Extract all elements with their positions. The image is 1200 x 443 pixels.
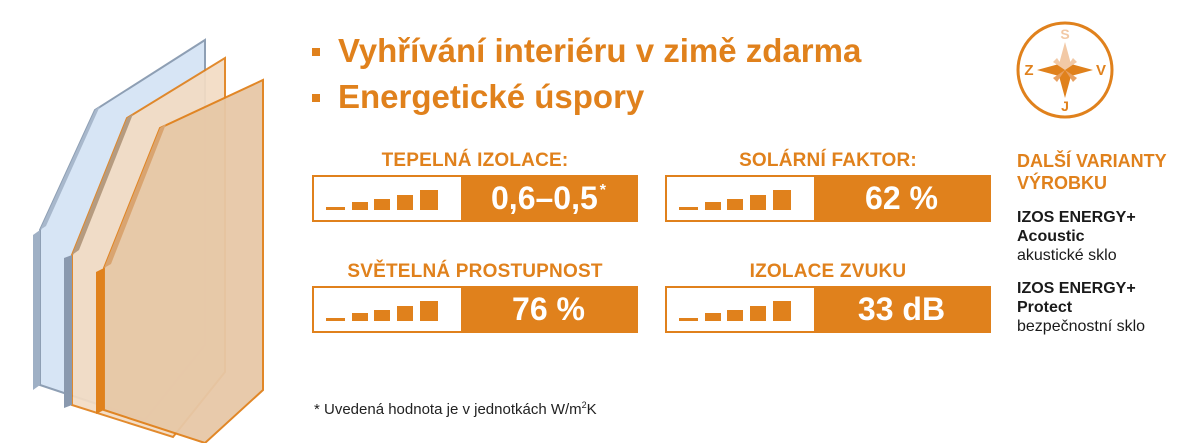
rating-bars-icon (314, 177, 461, 220)
benefit-item: Vyhřívání interiéru v zimě zdarma (312, 28, 861, 74)
variants-title-line: DALŠÍ VARIANTY (1017, 151, 1167, 171)
metric-value: 0,6–0,5 * (461, 177, 636, 220)
metric-box: 76 % (312, 286, 638, 333)
rating-bars-icon (667, 288, 814, 331)
metric-box: 0,6–0,5 * (312, 175, 638, 222)
benefit-text: Energetické úspory (338, 78, 645, 115)
benefit-text: Vyhřívání interiéru v zimě zdarma (338, 32, 862, 69)
metric-box: 62 % (665, 175, 991, 222)
variant-name: Acoustic (1017, 228, 1085, 245)
compass-west-label: Z (1024, 62, 1033, 79)
metric-box: 33 dB (665, 286, 991, 333)
metric-label: SVĚTELNÁ PROSTUPNOST (347, 261, 603, 282)
variant-name: Protect (1017, 299, 1073, 316)
metric-solar-factor: SOLÁRNÍ FAKTOR: 62 % (665, 148, 991, 222)
variant-name: IZOS ENERGY+ (1017, 209, 1136, 226)
metric-label: IZOLACE ZVUKU (749, 261, 907, 282)
footnote-text: * Uvedená hodnota je v jednotkách W/m (314, 401, 582, 418)
compass-south-label: J (1061, 98, 1069, 114)
metric-value-text: 33 dB (857, 291, 946, 327)
rating-bars-icon (314, 288, 461, 331)
metric-value-text: 76 % (512, 291, 585, 327)
metric-value: 62 % (814, 177, 989, 220)
variants-title-line: VÝROBKU (1017, 173, 1108, 193)
footnote-marker: * (599, 181, 606, 199)
metric-value: 76 % (461, 288, 636, 331)
metric-light-transmission: SVĚTELNÁ PROSTUPNOST 76 % (312, 259, 638, 333)
footnote: * Uvedená hodnota je v jednotkách W/m2K (314, 400, 597, 418)
benefits-list: Vyhřívání interiéru v zimě zdarma Energe… (312, 28, 861, 120)
variants-title: DALŠÍ VARIANTY VÝROBKU (1017, 150, 1192, 194)
triple-glazing-illustration (33, 38, 264, 443)
metric-label: SOLÁRNÍ FAKTOR: (739, 150, 917, 171)
variant-name: IZOS ENERGY+ (1017, 280, 1136, 297)
metric-value: 33 dB (814, 288, 989, 331)
footnote-unit-suffix: K (586, 401, 597, 418)
variant-description: bezpečnostní sklo (1017, 318, 1146, 335)
metric-value-text: 62 % (865, 180, 938, 216)
metric-value-text: 0,6–0,5 (491, 180, 598, 216)
benefit-item: Energetické úspory (312, 74, 861, 120)
footnote-superscript: 2 (581, 400, 587, 410)
metric-label: TEPELNÁ IZOLACE: (381, 150, 569, 171)
square-bullet-icon (312, 48, 320, 56)
metric-sound-insulation: IZOLACE ZVUKU 33 dB (665, 259, 991, 333)
metric-thermal-insulation: TEPELNÁ IZOLACE: 0,6–0,5 * (312, 148, 638, 222)
compass-icon: S J Z V (1016, 21, 1114, 119)
variant-protect: IZOS ENERGY+ Protect bezpečnostní sklo (1017, 279, 1192, 336)
compass-north-label: S (1060, 26, 1069, 42)
rating-bars-icon (667, 177, 814, 220)
product-variants: DALŠÍ VARIANTY VÝROBKU IZOS ENERGY+ Acou… (1017, 150, 1192, 336)
variant-acoustic: IZOS ENERGY+ Acoustic akustické sklo (1017, 208, 1192, 265)
compass-east-label: V (1096, 62, 1106, 79)
variant-description: akustické sklo (1017, 247, 1117, 264)
square-bullet-icon (312, 94, 320, 102)
